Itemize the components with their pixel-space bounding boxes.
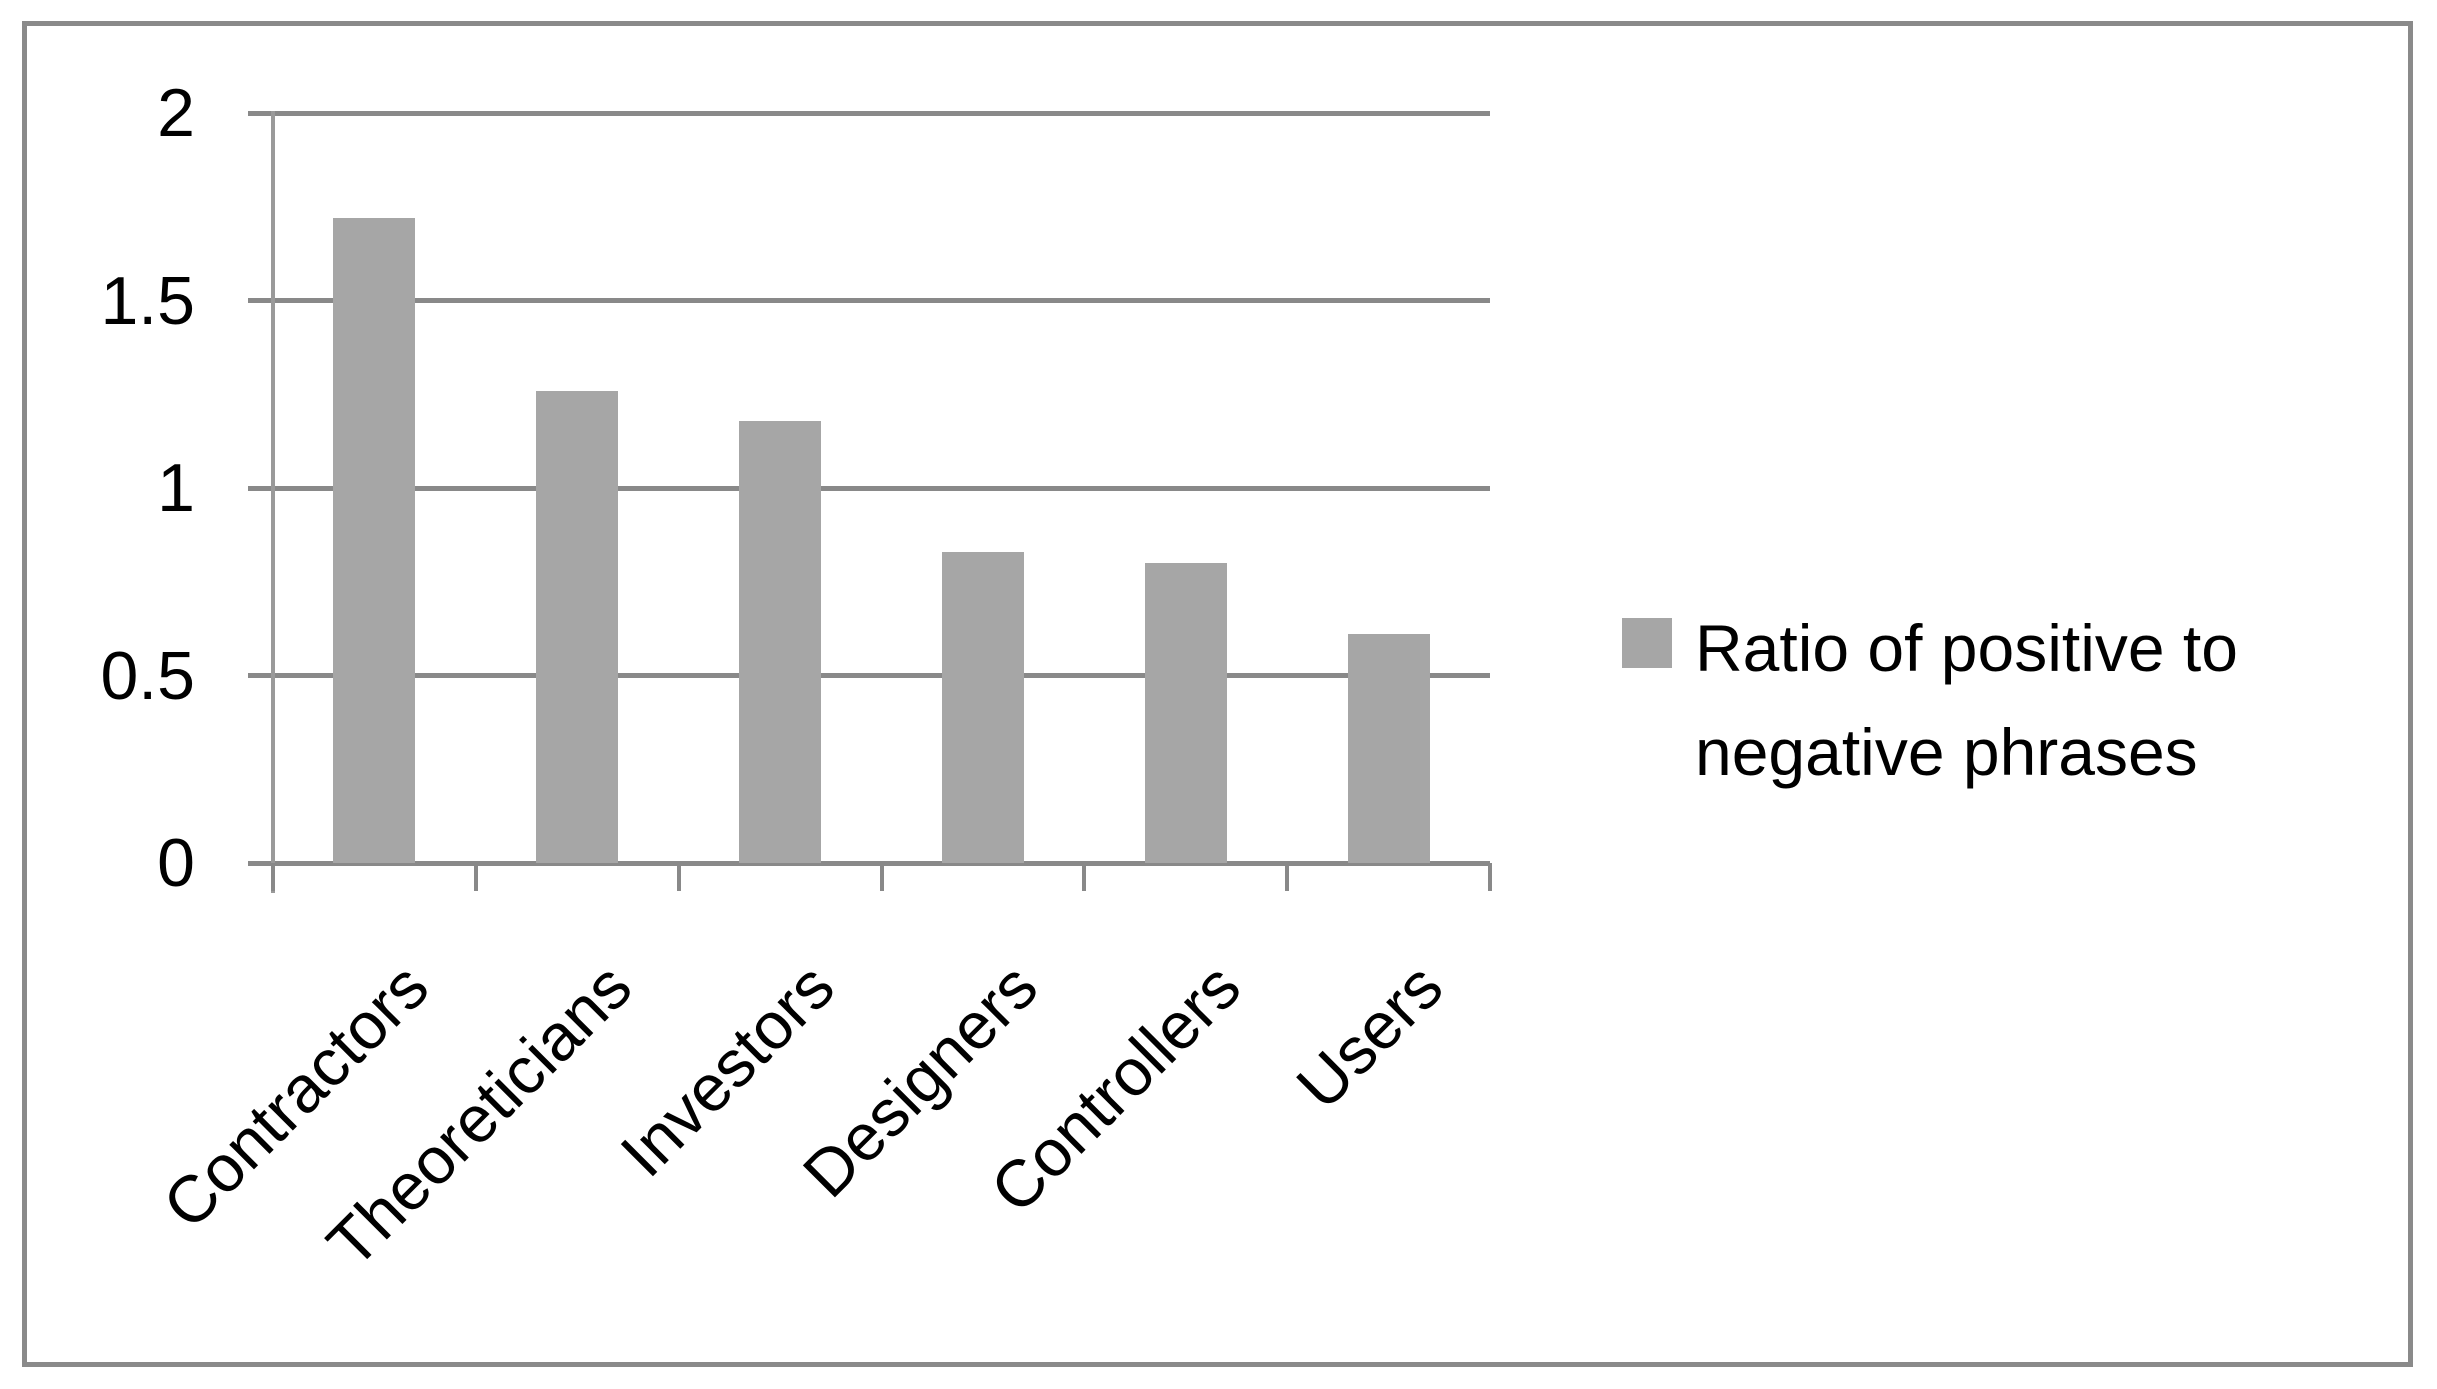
legend-label: Ratio of positive to negative phrases bbox=[1695, 596, 2238, 804]
x-axis-tick bbox=[473, 863, 478, 891]
gridline bbox=[248, 860, 1490, 866]
x-axis-tick bbox=[1285, 863, 1290, 891]
legend: Ratio of positive to negative phrases bbox=[1622, 596, 2238, 804]
y-tick-label: 2 bbox=[157, 75, 195, 151]
bar-controllers bbox=[1144, 563, 1227, 863]
x-axis-tick bbox=[271, 863, 275, 891]
bar-users bbox=[1347, 634, 1430, 863]
y-tick-label: 0 bbox=[157, 825, 195, 901]
x-axis-tick bbox=[676, 863, 681, 891]
bar-investors bbox=[739, 420, 822, 863]
x-axis-tick bbox=[1082, 863, 1087, 891]
legend-label-line-1: Ratio of positive to bbox=[1695, 611, 2238, 685]
bar-designers bbox=[941, 551, 1024, 863]
y-tick-label: 1.5 bbox=[100, 262, 195, 339]
gridline bbox=[248, 485, 1490, 491]
x-category-label: Users bbox=[1282, 948, 1457, 1123]
bar-contractors bbox=[333, 218, 416, 863]
gridline bbox=[248, 110, 1490, 116]
y-axis-line bbox=[271, 111, 275, 893]
y-tick-label: 0.5 bbox=[100, 637, 195, 714]
bar-theoreticians bbox=[536, 390, 619, 863]
legend-label-line-2: negative phrases bbox=[1695, 715, 2198, 789]
gridline bbox=[248, 298, 1490, 303]
legend-marker-icon bbox=[1622, 618, 1672, 668]
x-axis-tick bbox=[879, 863, 884, 891]
y-tick-label: 1 bbox=[157, 450, 195, 526]
gridline bbox=[248, 673, 1490, 678]
x-axis-tick bbox=[1488, 863, 1492, 891]
